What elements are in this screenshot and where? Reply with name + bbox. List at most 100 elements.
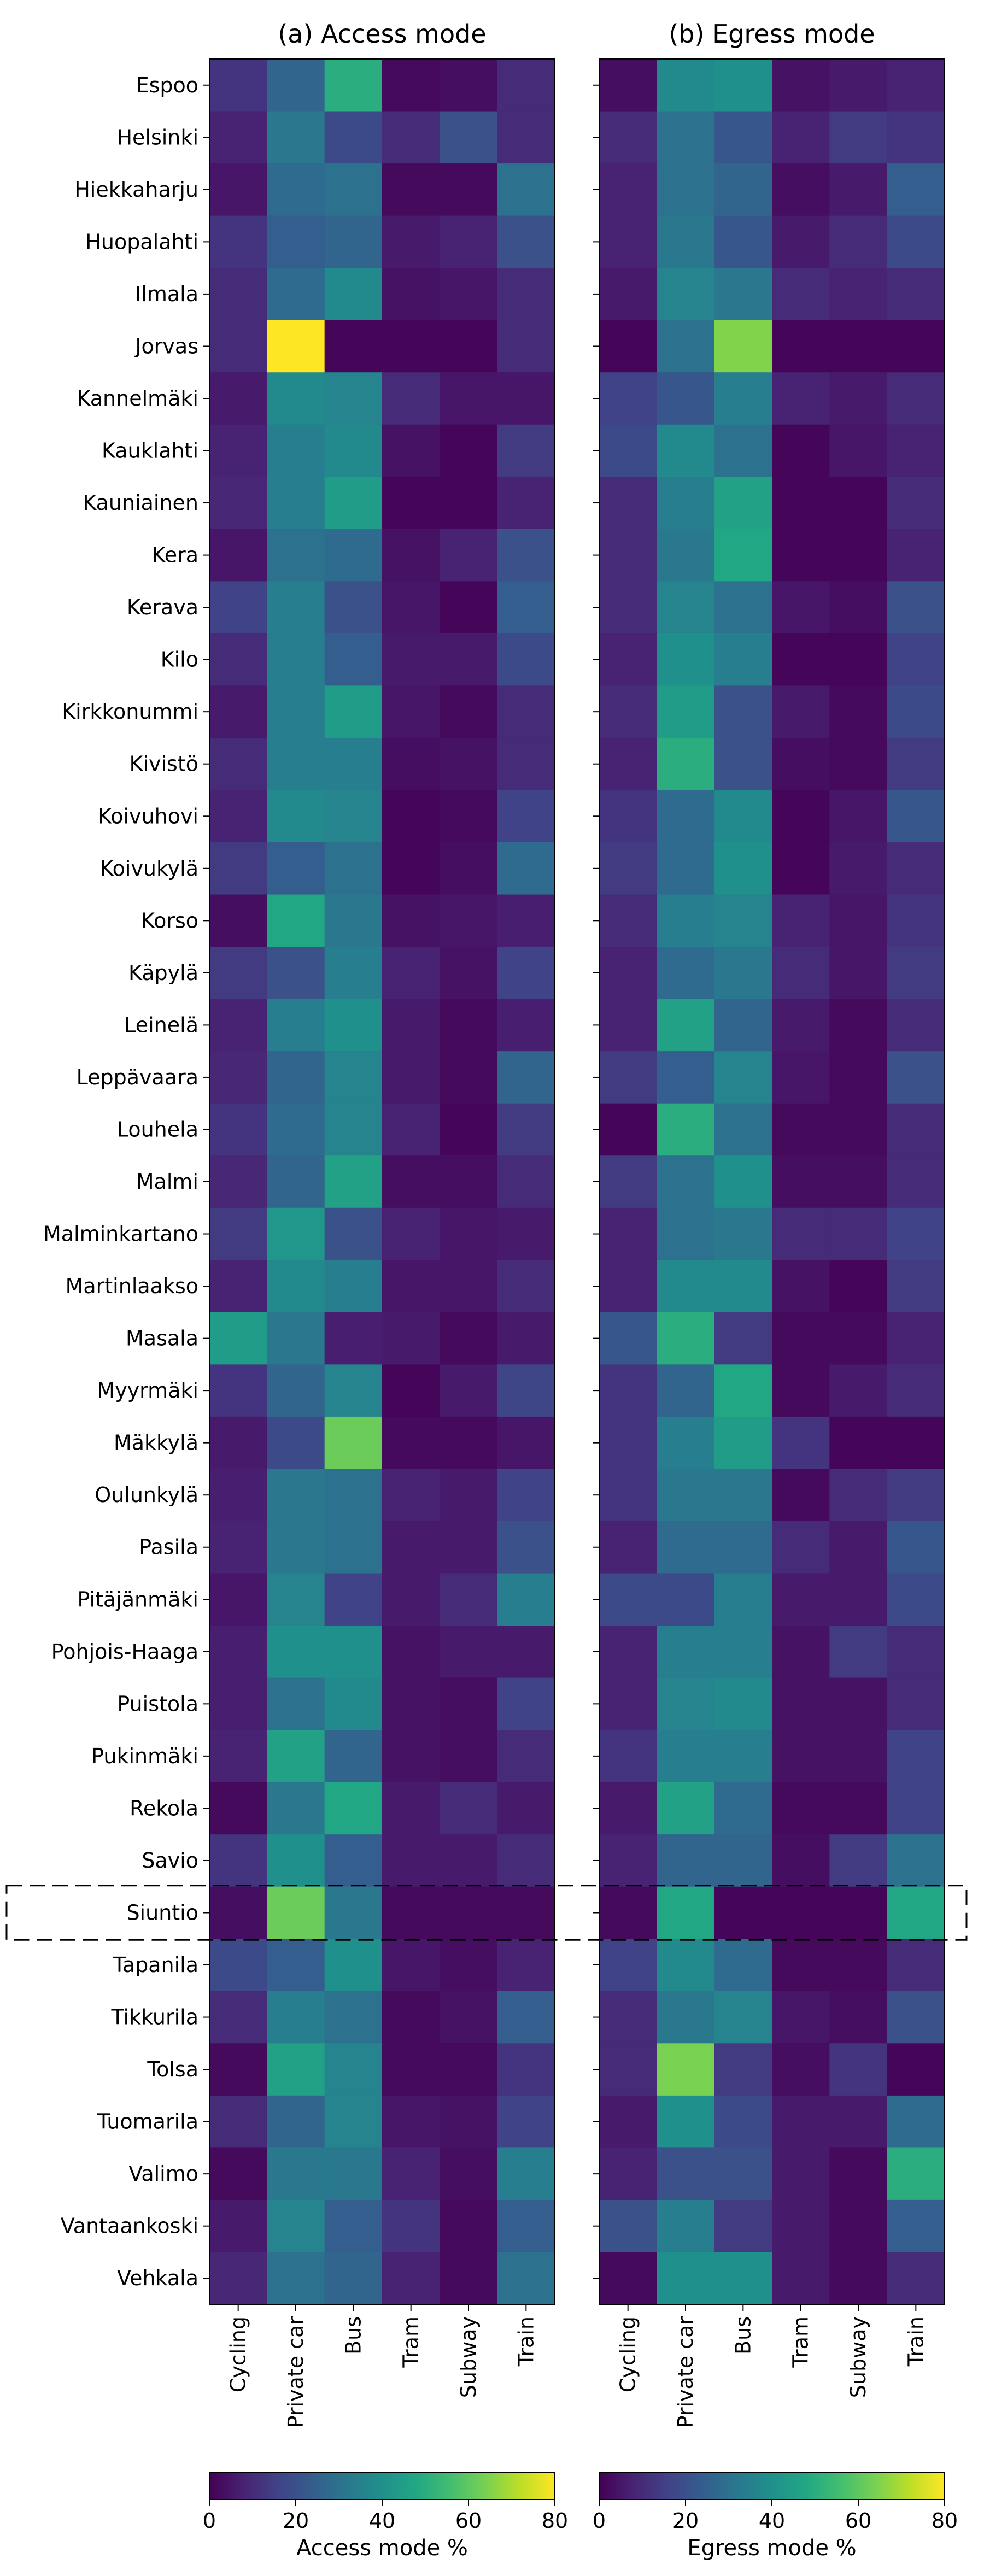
cell-access-tapanila-bus [324, 1939, 383, 1992]
cell-egress-kivisto-tram [772, 737, 830, 791]
cell-egress-valimo-cycling [599, 2147, 657, 2201]
cell-access-koivuhovi-tram [382, 790, 440, 843]
y-label-myyrmaki: Myyrmäki [97, 1378, 198, 1403]
cell-egress-siuntio-cycling [599, 1886, 657, 1939]
cell-access-korso-subway [440, 894, 498, 947]
y-label-tikkurila: Tikkurila [110, 2005, 198, 2029]
cell-egress-leinela-cycling [599, 999, 657, 1052]
cell-access-kivisto-train [497, 737, 555, 791]
cell-access-ilmala-train [497, 268, 555, 321]
cell-access-pitajanmaki-tram [382, 1573, 440, 1626]
cell-egress-pukinmaki-cycling [599, 1730, 657, 1783]
colorbar-egress: 0 20 40 60 80 Egress mode % [593, 2472, 958, 2561]
cell-egress-koivukyla-train [887, 842, 945, 895]
cell-access-korso-train [497, 894, 555, 947]
cell-egress-pasila-tram [772, 1521, 830, 1574]
cell-egress-kauniainen-bus [714, 477, 772, 530]
cell-egress-helsinki-cycling [599, 111, 657, 164]
cell-egress-hiekkaharju-train [887, 163, 945, 216]
cell-egress-korso-cycling [599, 894, 657, 947]
cell-egress-kera-bus [714, 529, 772, 582]
cell-access-tapanila-train [497, 1939, 555, 1992]
cell-access-tuomarila-train [497, 2095, 555, 2148]
cell-egress-tikkurila-private-car [657, 1991, 715, 2044]
cell-egress-pohjois-haaga-private-car [657, 1626, 715, 1679]
y-label-koivukyla: Koivukylä [100, 856, 198, 881]
cell-access-kauniainen-train [497, 477, 555, 530]
cell-egress-pasila-cycling [599, 1521, 657, 1574]
cell-access-makkyla-bus [324, 1416, 383, 1470]
cell-egress-huopalahti-private-car [657, 215, 715, 268]
cell-egress-ilmala-cycling [599, 268, 657, 321]
cell-egress-jorvas-bus [714, 320, 772, 373]
cell-egress-malmi-bus [714, 1155, 772, 1208]
cell-egress-pitajanmaki-tram [772, 1573, 830, 1626]
cell-egress-oulunkyla-train [887, 1469, 945, 1522]
cell-egress-kerava-cycling [599, 581, 657, 634]
cell-access-puistola-subway [440, 1677, 498, 1730]
cell-egress-malmi-tram [772, 1155, 830, 1208]
cell-access-kapyla-cycling [209, 947, 267, 1000]
x-label-access-subway: Subway [456, 2316, 481, 2398]
cell-egress-pukinmaki-subway [829, 1730, 888, 1783]
cell-egress-espoo-subway [829, 59, 888, 112]
cell-egress-leppavaara-train [887, 1051, 945, 1104]
cell-egress-martinlaakso-subway [829, 1260, 888, 1313]
cell-access-koivuhovi-bus [324, 790, 383, 843]
cell-egress-pitajanmaki-train [887, 1573, 945, 1626]
cell-access-jorvas-private-car [267, 320, 325, 373]
cell-egress-puistola-subway [829, 1677, 888, 1730]
cell-egress-kirkkonummi-cycling [599, 685, 657, 738]
cell-egress-tapanila-bus [714, 1939, 772, 1992]
cell-access-tapanila-tram [382, 1939, 440, 1992]
cell-access-siuntio-tram [382, 1886, 440, 1939]
cell-egress-kannelmaki-subway [829, 372, 888, 425]
cell-access-kivisto-tram [382, 737, 440, 791]
cell-egress-martinlaakso-tram [772, 1260, 830, 1313]
cell-egress-louhela-tram [772, 1103, 830, 1156]
cell-access-puistola-private-car [267, 1677, 325, 1730]
cell-egress-kauklahti-subway [829, 424, 888, 477]
cell-egress-vantaankoski-cycling [599, 2199, 657, 2253]
colorbar-tick-label-egress: 0 [593, 2509, 606, 2533]
cell-egress-leinela-train [887, 999, 945, 1052]
cell-egress-helsinki-private-car [657, 111, 715, 164]
cell-access-kilo-train [497, 633, 555, 686]
cell-egress-valimo-private-car [657, 2147, 715, 2201]
cell-egress-tikkurila-tram [772, 1991, 830, 2044]
cell-egress-myyrmaki-train [887, 1364, 945, 1417]
cell-egress-koivuhovi-private-car [657, 790, 715, 843]
cell-egress-rekola-private-car [657, 1782, 715, 1835]
cell-egress-jorvas-subway [829, 320, 888, 373]
cell-egress-koivuhovi-bus [714, 790, 772, 843]
cell-access-pukinmaki-bus [324, 1730, 383, 1783]
cell-egress-kilo-cycling [599, 633, 657, 686]
cell-access-leinela-private-car [267, 999, 325, 1052]
cell-access-hiekkaharju-subway [440, 163, 498, 216]
y-label-valimo: Valimo [128, 2162, 198, 2186]
cell-access-tuomarila-subway [440, 2095, 498, 2148]
cell-egress-rekola-train [887, 1782, 945, 1835]
cell-access-martinlaakso-private-car [267, 1260, 325, 1313]
cell-access-kerava-train [497, 581, 555, 634]
cell-egress-leppavaara-bus [714, 1051, 772, 1104]
cell-egress-savio-subway [829, 1834, 888, 1887]
cell-egress-martinlaakso-private-car [657, 1260, 715, 1313]
cell-egress-kera-tram [772, 529, 830, 582]
cell-egress-hiekkaharju-subway [829, 163, 888, 216]
cell-egress-espoo-bus [714, 59, 772, 112]
cells-egress [599, 59, 945, 2305]
cell-access-pohjois-haaga-subway [440, 1626, 498, 1679]
cell-access-kapyla-train [497, 947, 555, 1000]
cell-egress-korso-tram [772, 894, 830, 947]
cell-egress-kannelmaki-bus [714, 372, 772, 425]
cell-access-pukinmaki-private-car [267, 1730, 325, 1783]
cell-access-kerava-subway [440, 581, 498, 634]
cell-access-oulunkyla-train [497, 1469, 555, 1522]
cell-egress-pohjois-haaga-cycling [599, 1626, 657, 1679]
cell-access-espoo-subway [440, 59, 498, 112]
cell-egress-hiekkaharju-cycling [599, 163, 657, 216]
cell-access-louhela-cycling [209, 1103, 267, 1156]
cell-egress-kannelmaki-train [887, 372, 945, 425]
cell-egress-kirkkonummi-private-car [657, 685, 715, 738]
